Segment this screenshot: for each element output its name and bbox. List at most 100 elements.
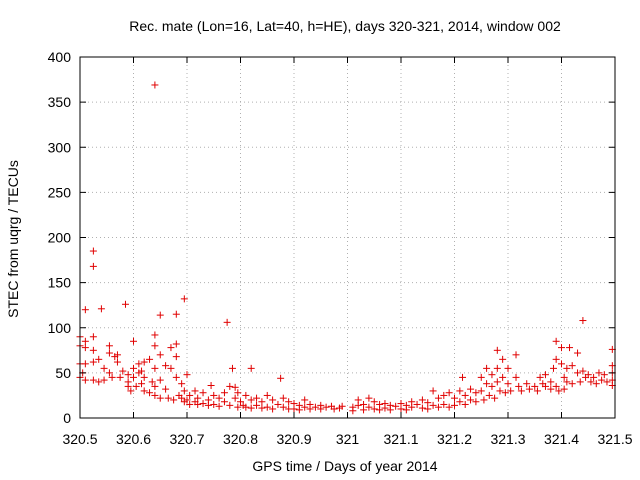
data-point xyxy=(130,337,137,345)
data-point xyxy=(603,378,611,386)
data-point xyxy=(461,400,469,408)
data-point xyxy=(194,400,202,408)
data-point xyxy=(504,364,512,372)
chart-title: Rec. mate (Lon=16, Lat=40, h=HE), days 3… xyxy=(129,18,561,34)
data-point xyxy=(493,378,501,386)
data-point xyxy=(89,346,97,354)
data-point xyxy=(151,382,159,390)
data-point xyxy=(402,406,410,414)
data-point xyxy=(370,398,378,406)
data-point xyxy=(81,376,89,384)
data-point xyxy=(258,404,266,412)
data-point xyxy=(119,367,127,375)
data-point xyxy=(237,398,244,406)
data-point xyxy=(600,371,608,379)
data-point xyxy=(330,405,338,413)
data-point xyxy=(558,360,565,368)
data-point xyxy=(512,351,520,359)
data-point xyxy=(263,403,271,411)
data-point xyxy=(138,367,146,375)
data-point xyxy=(485,391,493,399)
data-point xyxy=(113,351,121,359)
data-point xyxy=(105,349,113,357)
data-point xyxy=(215,394,223,402)
data-point xyxy=(223,318,231,326)
data-point xyxy=(81,360,89,368)
data-point xyxy=(560,373,568,381)
data-point xyxy=(247,404,255,412)
data-point xyxy=(226,401,234,409)
x-tick-label: 320.5 xyxy=(62,431,97,447)
x-tick-label: 321.3 xyxy=(490,431,525,447)
data-point xyxy=(496,387,504,395)
data-point xyxy=(560,385,568,393)
data-point xyxy=(167,364,175,372)
y-axis-label: STEC from uqrg / TECUs xyxy=(5,160,21,318)
data-point xyxy=(138,380,146,388)
x-tick-label: 321.1 xyxy=(383,431,418,447)
data-point xyxy=(253,401,261,409)
data-point xyxy=(451,401,458,409)
data-point xyxy=(354,401,362,409)
data-point xyxy=(151,364,159,372)
y-tick-label: 50 xyxy=(55,365,71,381)
data-point xyxy=(504,380,512,388)
data-point xyxy=(579,367,587,375)
data-point xyxy=(108,373,116,381)
data-point xyxy=(574,349,582,357)
data-point xyxy=(113,358,121,366)
data-point xyxy=(226,382,234,390)
data-point xyxy=(95,355,103,363)
x-tick-label: 321.5 xyxy=(597,431,632,447)
data-point xyxy=(207,382,215,390)
data-point xyxy=(568,380,576,388)
data-point xyxy=(507,387,515,395)
data-point xyxy=(81,344,89,352)
data-point xyxy=(89,247,97,255)
data-point xyxy=(429,387,437,395)
data-point xyxy=(523,380,531,388)
data-point xyxy=(132,382,140,390)
data-point xyxy=(172,373,180,381)
data-point xyxy=(531,382,539,390)
data-point xyxy=(413,400,421,408)
data-point xyxy=(418,396,426,404)
data-point xyxy=(135,360,143,368)
data-point xyxy=(592,380,600,388)
data-point xyxy=(493,346,501,354)
data-point xyxy=(301,403,309,411)
y-tick-label: 0 xyxy=(63,410,71,426)
y-tick-labels: 0 50 100 150 200 250 300 350 400 xyxy=(48,49,72,426)
axis-ticks xyxy=(79,56,616,419)
data-point xyxy=(285,398,293,406)
data-point xyxy=(81,337,89,345)
data-point xyxy=(183,396,191,404)
data-point xyxy=(493,364,501,372)
data-point xyxy=(167,344,175,352)
data-point xyxy=(533,387,541,395)
data-point xyxy=(162,385,170,393)
data-point xyxy=(178,380,186,388)
data-point xyxy=(360,406,368,414)
data-point xyxy=(576,378,584,386)
data-point xyxy=(156,351,164,359)
x-tick-label: 321 xyxy=(336,431,360,447)
data-point xyxy=(290,405,298,413)
x-axis-label: GPS time / Days of year 2014 xyxy=(252,458,437,474)
data-point xyxy=(81,306,89,314)
data-point xyxy=(558,344,565,352)
y-tick-label: 400 xyxy=(48,49,72,65)
x-tick-label: 321.2 xyxy=(437,431,472,447)
data-point xyxy=(338,402,346,410)
data-point xyxy=(180,295,188,303)
data-point xyxy=(183,371,191,379)
data-point xyxy=(311,403,319,411)
data-point xyxy=(445,403,453,411)
data-point xyxy=(459,373,467,381)
data-point xyxy=(440,391,448,399)
data-point xyxy=(499,373,507,381)
data-point xyxy=(89,333,97,341)
data-point xyxy=(95,378,103,386)
data-point xyxy=(349,407,357,415)
